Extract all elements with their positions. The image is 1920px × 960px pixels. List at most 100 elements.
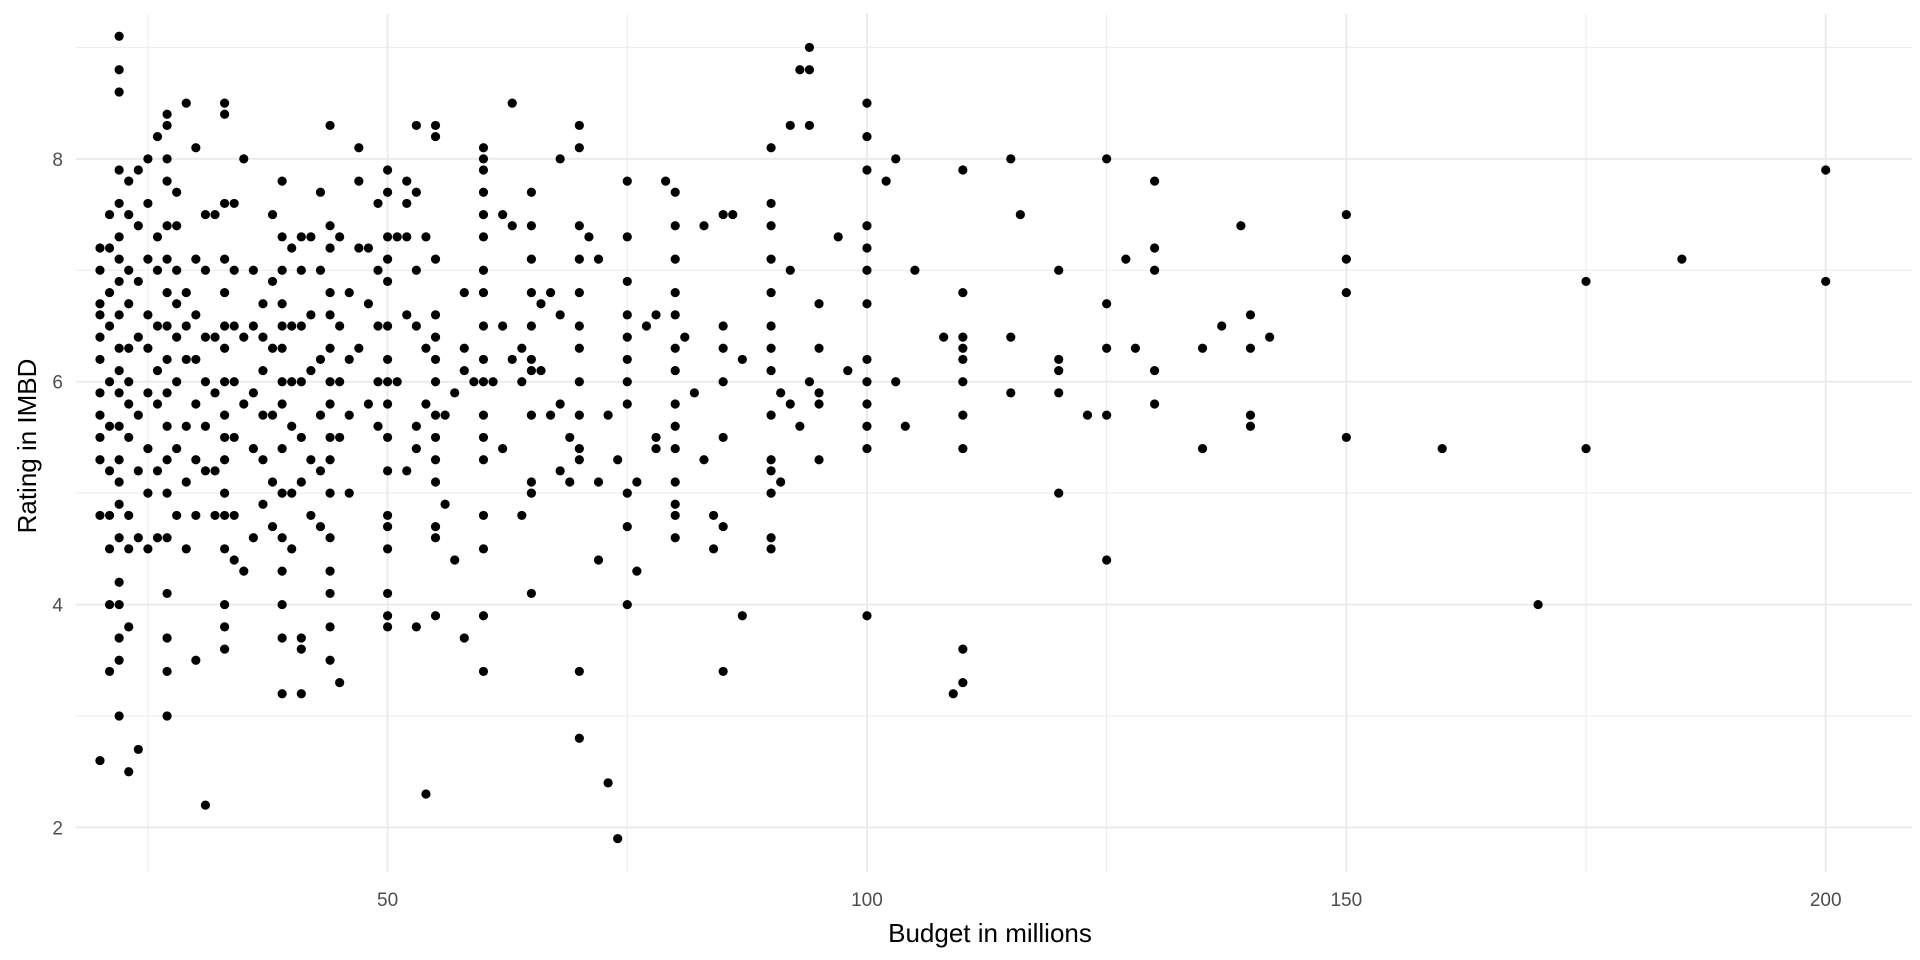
data-point [958,410,968,420]
data-point [277,599,287,610]
data-point [862,243,872,253]
data-point [459,365,469,376]
data-point [670,510,680,521]
data-point [325,377,335,387]
data-point [766,466,776,476]
data-point [296,377,306,387]
data-point [114,310,124,320]
data-point [430,611,441,621]
data-point [478,354,489,365]
data-point [651,443,661,454]
data-point [220,198,230,209]
data-point [114,365,124,376]
data-point [565,432,575,443]
data-point [354,143,364,153]
data-point [670,187,680,197]
data-point [258,410,268,420]
data-point [152,365,163,376]
data-point [325,488,335,498]
data-point [382,377,393,387]
data-point [708,510,719,521]
data-point [517,343,527,353]
data-point [172,332,182,342]
data-point [191,310,201,320]
data-point [622,354,632,365]
data-point [229,555,239,565]
data-point [133,332,143,342]
data-point [382,588,393,599]
data-point [728,209,738,220]
data-point [478,287,489,298]
data-point [1102,299,1112,309]
data-point [162,221,172,231]
data-point [296,321,306,331]
data-point [267,477,278,487]
data-point [114,198,124,209]
x-tick-label: 100 [851,890,883,911]
y-tick-label: 2 [52,818,63,839]
data-point [248,388,258,398]
data-point [306,455,316,465]
data-point [162,711,172,721]
data-point [814,299,824,309]
data-point [191,455,201,465]
data-point [862,421,872,431]
y-tick-label: 8 [52,150,63,171]
data-point [162,254,172,264]
data-point [804,120,815,131]
data-point [555,466,565,476]
data-point [162,633,172,643]
data-point [133,744,143,755]
data-point [220,410,230,420]
data-point [258,455,268,465]
data-point [478,666,489,677]
data-point [277,377,287,387]
data-point [172,299,182,309]
data-point [622,488,632,498]
data-point [862,98,872,108]
data-point [622,521,632,532]
data-point [574,120,584,131]
data-point [162,321,172,331]
data-point [296,232,306,242]
data-point [1054,488,1064,498]
data-point [114,165,124,175]
data-point [200,377,211,387]
data-point [114,254,124,264]
data-point [181,544,191,554]
data-point [958,332,968,342]
data-point [325,310,335,320]
data-point [670,310,680,320]
data-point [910,265,920,275]
data-point [191,143,201,153]
data-point [402,466,412,476]
data-point [1245,421,1256,431]
data-point [248,533,258,543]
data-point [555,310,565,320]
data-point [191,399,201,409]
data-point [104,544,115,554]
data-point [411,265,421,275]
data-point [1245,343,1256,353]
data-point [593,555,604,565]
data-point [814,399,824,409]
data-point [124,544,134,554]
data-point [181,287,191,298]
data-point [152,232,163,242]
data-point [430,455,441,465]
data-point [766,221,776,231]
data-point [382,232,393,242]
data-point [95,755,105,766]
data-point [948,689,958,699]
data-point [95,332,105,342]
data-point [766,410,776,420]
data-point [574,443,584,454]
data-point [325,655,335,665]
data-point [900,421,910,431]
data-point [114,455,124,465]
data-point [277,176,287,186]
data-point [296,644,306,654]
data-point [430,410,441,420]
data-point [239,399,249,409]
